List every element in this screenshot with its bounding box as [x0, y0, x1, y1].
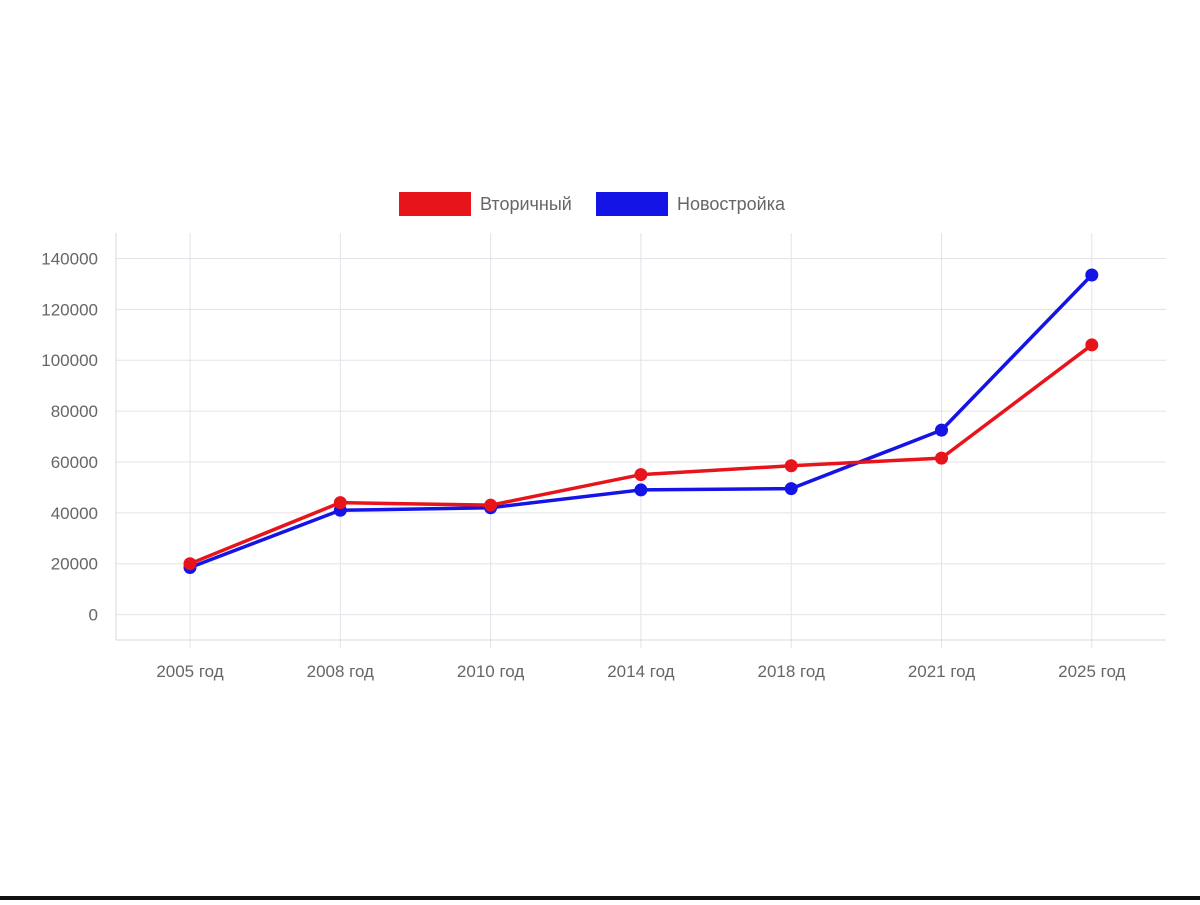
y-tick-label: 0	[89, 606, 98, 625]
y-tick-label: 100000	[41, 351, 98, 370]
legend-label: Вторичный	[480, 194, 572, 214]
x-tick-label: 2005 год	[156, 662, 223, 681]
x-tick-label: 2008 год	[307, 662, 374, 681]
y-tick-label: 120000	[41, 300, 98, 319]
legend-swatch	[596, 192, 668, 216]
data-point[interactable]	[784, 459, 798, 473]
y-tick-label: 80000	[51, 402, 98, 421]
y-tick-label: 20000	[51, 555, 98, 574]
data-point[interactable]	[333, 496, 347, 510]
data-point[interactable]	[484, 498, 498, 512]
series-layer	[183, 268, 1099, 575]
legend[interactable]: Вторичный Новостройка	[399, 192, 786, 216]
bottom-border	[0, 896, 1200, 900]
y-tick-label: 140000	[41, 249, 98, 268]
x-tick-label: 2018 год	[758, 662, 825, 681]
legend-item[interactable]: Новостройка	[596, 192, 786, 216]
data-point[interactable]	[634, 468, 648, 482]
legend-swatch	[399, 192, 471, 216]
y-axis-ticks: 0 20000 40000 60000 80000 100000 120000 140000	[41, 249, 98, 624]
data-point[interactable]	[1085, 338, 1099, 352]
x-axis-ticks: 2005 год 2008 год 2010 год 2014 год 2018 год…	[156, 662, 1125, 681]
x-tick-label: 2021 год	[908, 662, 975, 681]
data-point[interactable]	[183, 557, 197, 571]
data-point[interactable]	[935, 451, 948, 465]
data-point[interactable]	[634, 483, 648, 497]
grid-layer	[116, 233, 1166, 648]
data-point[interactable]	[935, 423, 948, 437]
x-tick-label: 2025 год	[1058, 662, 1125, 681]
x-tick-label: 2010 год	[457, 662, 524, 681]
data-point[interactable]	[784, 482, 798, 496]
axis-layer	[115, 233, 1166, 641]
y-tick-label: 40000	[51, 504, 98, 523]
legend-label: Новостройка	[677, 194, 786, 214]
data-point[interactable]	[1085, 268, 1099, 282]
y-tick-label: 60000	[51, 453, 98, 472]
x-tick-label: 2014 год	[607, 662, 674, 681]
legend-item[interactable]: Вторичный	[399, 192, 572, 216]
series-secondary	[183, 338, 1099, 571]
